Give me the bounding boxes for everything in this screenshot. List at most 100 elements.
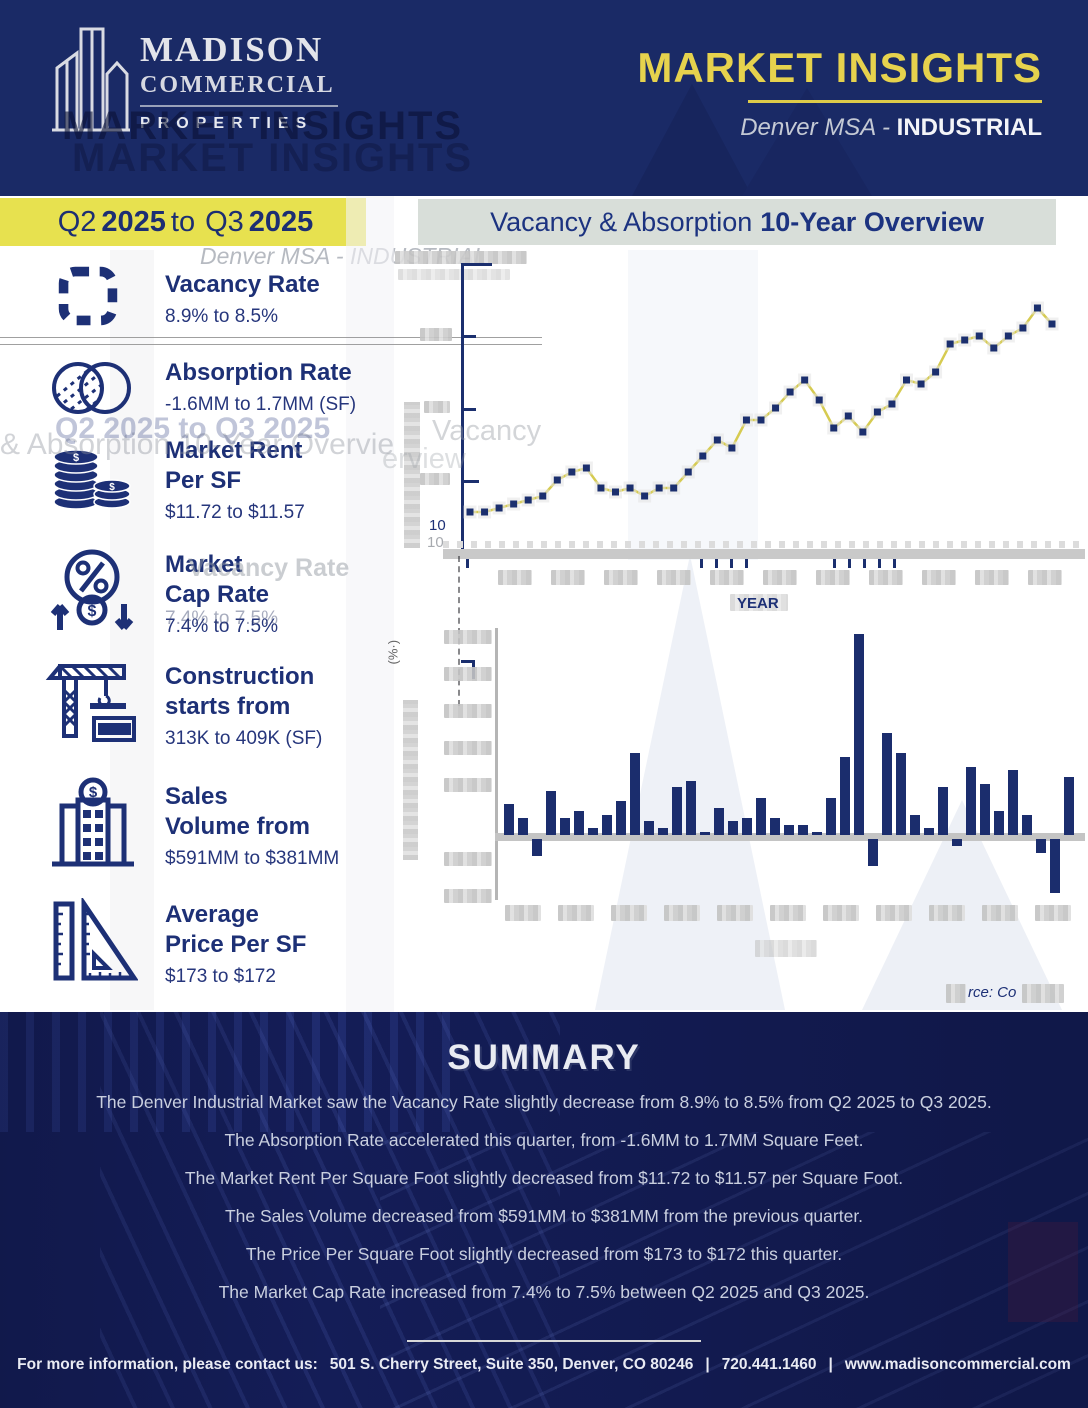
crane-icon: [44, 656, 140, 753]
x-axis-texture: [443, 541, 1085, 548]
divider: [0, 344, 542, 345]
metric-label2: starts from: [165, 693, 291, 720]
bar: [798, 824, 808, 835]
tick: [893, 559, 896, 568]
logo-text: MADISON COMMERCIAL PROPERTIES: [140, 30, 400, 133]
bracket-mark: [461, 660, 475, 663]
metric-construction-starts: Construction starts from 313K to 409K (S…: [0, 652, 400, 772]
summary-line: The Price Per Square Foot slightly decre…: [245, 1244, 843, 1264]
bar: [868, 839, 878, 867]
x-axis: [443, 549, 1085, 559]
metric-label: Average: [165, 901, 259, 928]
logo-madison: MADISON: [140, 30, 324, 69]
tick: [700, 559, 703, 568]
summary-title: SUMMARY: [447, 1038, 641, 1077]
bar: [602, 814, 612, 835]
footer-intro: For more information, please contact us:: [17, 1356, 318, 1373]
tick: [922, 570, 956, 585]
bar: [812, 831, 822, 835]
percent-arrows-icon: $: [46, 544, 138, 641]
bar: [644, 821, 654, 835]
madison-buildings-logo-icon: [50, 22, 132, 145]
metric-label: Vacancy Rate: [165, 271, 320, 298]
tick: [982, 905, 1018, 921]
logo-commercial: COMMERCIAL: [140, 72, 335, 98]
footer-sep: |: [705, 1356, 710, 1373]
logo-rule: [140, 105, 338, 107]
bar: [756, 797, 766, 835]
summary-line: The Sales Volume decreased from $591MM t…: [224, 1206, 864, 1226]
photo-texture: [1008, 1222, 1078, 1322]
logo-properties: PROPERTIES: [140, 115, 314, 132]
tick: [1035, 905, 1071, 921]
tick: [1028, 570, 1062, 585]
summary-line: The Denver Industrial Market saw the Vac…: [96, 1092, 992, 1112]
metric-label2: Per SF: [165, 467, 242, 494]
metric-label2: Price Per SF: [165, 931, 307, 958]
header: MADISON COMMERCIAL PROPERTIES MARKET INS…: [0, 0, 1088, 196]
bar: [896, 753, 906, 835]
tick: [816, 570, 850, 585]
svg-text:$: $: [73, 452, 79, 464]
tick: [444, 889, 492, 903]
footer-address: 501 S. Cherry Street, Suite 350, Denver,…: [329, 1356, 694, 1373]
y-axis-tick: [461, 335, 476, 338]
tick: [611, 905, 647, 921]
zero-baseline: [495, 833, 1085, 841]
metric-value: 313K to 409K (SF): [165, 728, 323, 749]
metric-vacancy-rate: Vacancy Rate 8.9% to 8.5%: [0, 256, 400, 366]
bar: [1064, 777, 1074, 835]
bar: [770, 818, 780, 835]
dashed-square-icon: [54, 262, 122, 335]
bar: [1036, 839, 1046, 853]
metric-value: 8.9% to 8.5%: [165, 306, 279, 327]
ghost-text: MARKET INSIGHTS: [72, 136, 474, 180]
tick: [710, 570, 744, 585]
bar: [588, 828, 598, 835]
ruler-triangle-icon: [46, 895, 139, 991]
page-title: MARKET INSIGHTS: [637, 44, 1042, 91]
coin-stacks-icon: $ $: [50, 444, 134, 519]
tick: [878, 559, 881, 568]
bar: [700, 831, 710, 835]
building-silhouette: [632, 84, 752, 196]
metric-label2: Cap Rate: [165, 581, 270, 608]
blurred-y-axis-title: [404, 402, 420, 548]
bar: [672, 787, 682, 835]
bar: [546, 790, 556, 835]
metric-label2: Volume from: [165, 813, 310, 840]
tick: [505, 905, 541, 921]
subtitle: Denver MSA - INDUSTRIAL: [740, 114, 1042, 141]
ghost-text: 10: [427, 534, 444, 551]
blurred-text: [730, 594, 788, 611]
chart-titlebar: Vacancy & Absorption 10-Year Overview: [418, 199, 1056, 245]
bar: [840, 756, 850, 835]
bar: [952, 839, 962, 846]
tick: [833, 559, 836, 568]
bar: [1008, 770, 1018, 835]
venn-circles-icon: [50, 352, 136, 429]
divider: [0, 337, 542, 338]
tick: [444, 741, 492, 755]
photo-vignette: [0, 1012, 1088, 1408]
tick: [863, 559, 866, 568]
tick: [444, 667, 492, 681]
metric-market-cap-rate: $ Market Cap Rate 7.4% to 7.5% Vacancy R…: [0, 540, 400, 660]
bar: [1022, 814, 1032, 835]
footer-website-link[interactable]: www.madisoncommercial.com: [844, 1356, 1071, 1373]
bar: [714, 807, 724, 835]
photo-texture: [0, 1012, 460, 1132]
metric-value: $173 to $172: [165, 966, 276, 987]
subtitle-sector: INDUSTRIAL: [896, 114, 1042, 141]
tick: [876, 905, 912, 921]
bar: [574, 811, 584, 835]
building-dollar-icon: $: [48, 776, 138, 873]
summary-line: The Market Rent Per Square Foot slightly…: [184, 1168, 904, 1188]
blurred-text: [946, 984, 966, 1003]
tick: [848, 559, 851, 568]
bar: [938, 787, 948, 835]
tick: [823, 905, 859, 921]
tick: [444, 778, 492, 792]
y-axis-tick: [461, 408, 476, 411]
